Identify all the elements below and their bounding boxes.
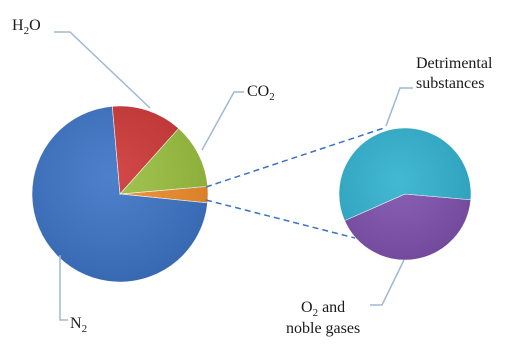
small-pie-shading (339, 128, 471, 260)
connector-line-bottom (205, 199, 356, 239)
o2-label-line1: O2 and (301, 299, 345, 319)
h2o-label: H2O (12, 17, 41, 37)
connector-line-top (205, 127, 385, 188)
n2-leader-line (59, 255, 68, 321)
main-pie-shading (32, 106, 208, 282)
detrimental-label-line1: Detrimental (416, 55, 493, 72)
co2-leader-line (201, 91, 244, 151)
main-pie-chart (31, 105, 209, 283)
o2-leader-line (370, 259, 405, 306)
h2o-leader-line (54, 31, 151, 109)
o2-label-line2: noble gases (286, 320, 360, 337)
detrimental-leader-line (385, 87, 413, 127)
n2-label: N2 (70, 315, 87, 335)
co2-label: CO2 (247, 83, 275, 103)
detrimental-label-line2: substances (416, 75, 484, 92)
breakdown-pie-chart (338, 127, 472, 261)
